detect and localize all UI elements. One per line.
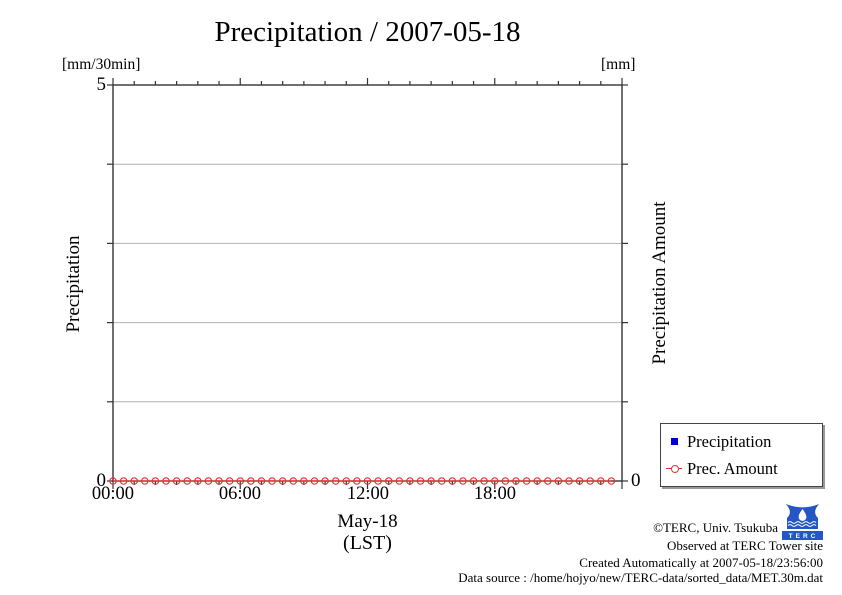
legend-label-prec-amount: Prec. Amount (687, 458, 778, 478)
x-tick-label-0000: 00:00 (91, 484, 135, 504)
legend-item-precipitation: Precipitation (661, 428, 822, 455)
gridlines (113, 163, 622, 403)
right-axis-unit: [mm] (601, 56, 636, 73)
copyright-text: ©TERC, Univ. Tsukuba (653, 520, 778, 535)
blue-square-marker-icon (661, 438, 687, 445)
x-tick-label-0600: 06:00 (218, 484, 262, 504)
observed-text: Observed at TERC Tower site (666, 538, 823, 553)
legend: Precipitation Prec. Amount (660, 423, 823, 487)
svg-text:TERC: TERC (789, 533, 819, 540)
created-text: Created Automatically at 2007-05-18/23:5… (579, 555, 823, 570)
axis-ticks (107, 78, 628, 489)
legend-label-precipitation: Precipitation (687, 431, 772, 451)
plot-border (112, 84, 623, 482)
x-axis-date-label: May-18 (337, 511, 398, 532)
terc-logo-icon: TERC (782, 504, 823, 540)
left-axis-max-label: 5 (96, 74, 107, 95)
terc-logo: TERC (780, 503, 825, 540)
right-axis-min-label: 0 (631, 470, 641, 491)
left-axis-title: Precipitation (63, 235, 84, 333)
datasource-text: Data source : /home/hojyo/new/TERC-data/… (458, 570, 823, 585)
right-axis-title: Precipitation Amount (649, 201, 670, 365)
x-axis-timezone-label: (LST) (343, 532, 392, 554)
x-tick-label-1800: 18:00 (473, 484, 517, 504)
left-axis-unit: [mm/30min] (62, 56, 141, 73)
left-axis-min-label: 0 (96, 470, 107, 491)
legend-item-prec-amount: Prec. Amount (661, 455, 822, 482)
x-tick-label-1200: 12:00 (346, 484, 390, 504)
red-circle-marker-icon (661, 464, 687, 474)
chart-title: Precipitation / 2007-05-18 (214, 16, 521, 48)
series-prec-amount (109, 477, 616, 485)
